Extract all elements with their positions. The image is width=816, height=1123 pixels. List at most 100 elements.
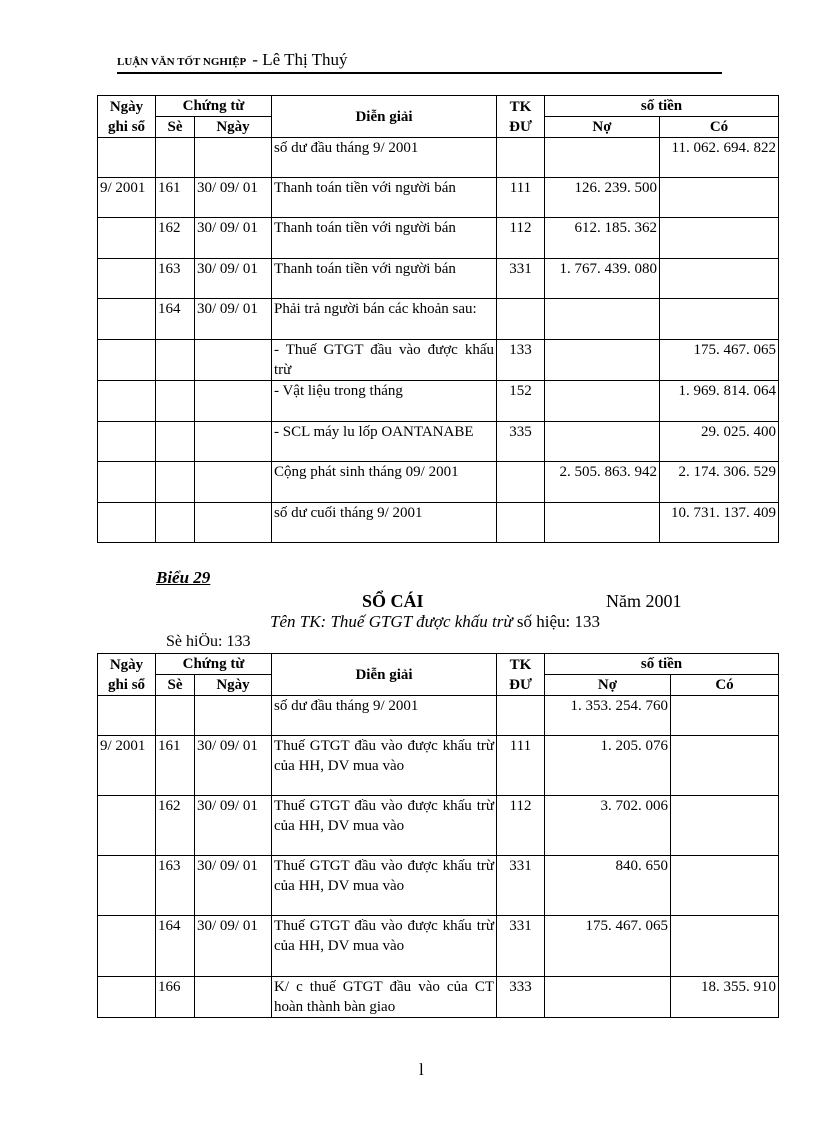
cell-ngay-ghi-so (97, 298, 156, 340)
cell-no (544, 380, 660, 422)
ledger-year: Năm 2001 (606, 591, 682, 611)
cell-no: 3. 702. 006 (544, 795, 671, 856)
cell-co (659, 298, 779, 340)
cell-dien-giai: Thuế GTGT đầu vào được khấu trừ của HH, … (271, 915, 497, 977)
cell-dien-giai: số dư cuối tháng 9/ 2001 (271, 502, 497, 543)
table-row: 9/ 2001 161 30/ 09/ 01 Thanh toán tiền với … (97, 177, 779, 218)
cell-tk: 331 (496, 258, 545, 299)
cell-ngay: 30/ 09/ 01 (194, 795, 272, 856)
cell-ngay: 30/ 09/ 01 (194, 217, 272, 259)
cell-ngay-ghi-so (97, 258, 156, 299)
cell-ngay-ghi-so (97, 695, 156, 736)
col-no: Nợ (544, 116, 660, 138)
cell-dien-giai: Thuế GTGT đầu vào được khấu trừ của HH, … (271, 795, 497, 856)
cell-dien-giai: số dư đầu tháng 9/ 2001 (271, 137, 497, 178)
cell-no: 2. 505. 863. 942 (544, 461, 660, 503)
cell-co: 1. 969. 814. 064 (659, 380, 779, 422)
cell-ngay-ghi-so (97, 137, 156, 178)
table-row: số dư đầu tháng 9/ 2001 11. 062. 694. 822 (97, 137, 779, 178)
cell-so: 161 (155, 177, 195, 218)
col-dien-giai: Diễn giải (271, 95, 497, 138)
cell-no: 175. 467. 065 (544, 915, 671, 977)
cell-ngay: 30/ 09/ 01 (194, 298, 272, 340)
cell-tk: 112 (496, 795, 545, 856)
cell-ngay-ghi-so (97, 380, 156, 422)
table-row: số dư đầu tháng 9/ 2001 1. 353. 254. 760 (97, 695, 779, 736)
col-ngay-ghi-so: Ngày ghi sổ (97, 653, 156, 696)
cell-ngay: 30/ 09/ 01 (194, 258, 272, 299)
cell-ngay-ghi-so (97, 339, 156, 381)
cell-ngay-ghi-so (97, 855, 156, 916)
cell-ngay-ghi-so (97, 502, 156, 543)
cell-dien-giai: Cộng phát sinh tháng 09/ 2001 (271, 461, 497, 503)
cell-ngay (194, 380, 272, 422)
col-ngay-ghi-so: Ngày ghi sổ (97, 95, 156, 138)
cell-so: 166 (155, 976, 195, 1018)
account-number: số hiệu: 133 (516, 612, 601, 631)
header-label: LUẬN VĂN TỐT NGHIỆP (117, 56, 247, 68)
cell-no (544, 502, 660, 543)
cell-ngay-ghi-so (97, 461, 156, 503)
cell-no: 1. 205. 076 (544, 735, 671, 796)
col-so: Sè (155, 674, 195, 696)
cell-tk: 112 (496, 217, 545, 259)
col-no: Nợ (544, 674, 671, 696)
cell-ngay: 30/ 09/ 01 (194, 855, 272, 916)
table-row: số dư cuối tháng 9/ 2001 10. 731. 137. 40… (97, 502, 779, 543)
cell-tk: 133 (496, 339, 545, 381)
cell-tk (496, 461, 545, 503)
col-dien-giai: Diễn giải (271, 653, 497, 696)
col-so-tien: số tiền (544, 653, 779, 675)
account-name: Tên TK: Thuế GTGT được khấu trừ (270, 612, 513, 631)
cell-ngay: 30/ 09/ 01 (194, 915, 272, 977)
cell-co (670, 735, 779, 796)
cell-dien-giai: - Thuế GTGT đầu vào được khấu trừ (271, 339, 497, 381)
cell-co: 18. 355. 910 (670, 976, 779, 1018)
col-tk: TK ĐƯ (496, 653, 545, 696)
cell-so: 163 (155, 855, 195, 916)
table-row: 163 30/ 09/ 01 Thanh toán tiền với người b… (97, 258, 779, 299)
cell-ngay: 30/ 09/ 01 (194, 735, 272, 796)
cell-dien-giai: Thanh toán tiền với người bán (271, 177, 497, 218)
cell-so: 164 (155, 915, 195, 977)
cell-co (670, 915, 779, 977)
cell-so (155, 339, 195, 381)
cell-so (155, 461, 195, 503)
cell-no (544, 339, 660, 381)
cell-ngay-ghi-so (97, 217, 156, 259)
col-ngay: Ngày (194, 116, 272, 138)
cell-no (544, 137, 660, 178)
cell-tk: 111 (496, 735, 545, 796)
account-line: Tên TK: Thuế GTGT được khấu trừ số hiệu:… (270, 612, 600, 632)
table-row: 163 30/ 09/ 01 Thuế GTGT đầu vào được khấu… (97, 855, 779, 916)
page-header: LUẬN VĂN TỐT NGHIỆP - Lê Thị Thuý (117, 50, 722, 74)
cell-tk: 331 (496, 915, 545, 977)
cell-no: 1. 767. 439. 080 (544, 258, 660, 299)
cell-co (670, 855, 779, 916)
cell-co: 10. 731. 137. 409 (659, 502, 779, 543)
col-co: Có (670, 674, 779, 696)
col-so-tien: số tiền (544, 95, 779, 117)
cell-tk (496, 137, 545, 178)
cell-ngay-ghi-so (97, 421, 156, 462)
cell-dien-giai: K/ c thuế GTGT đầu vào của CT hoàn thành… (271, 976, 497, 1018)
col-chung-tu: Chứng từ (155, 95, 272, 117)
cell-ngay (194, 421, 272, 462)
table-row: - Vật liệu trong tháng 152 1. 969. 814. 06… (97, 380, 779, 422)
cell-tk: 333 (496, 976, 545, 1018)
cell-tk (496, 502, 545, 543)
cell-no (544, 298, 660, 340)
table-row: 166 K/ c thuế GTGT đầu vào của CT hoàn th… (97, 976, 779, 1018)
ledger-table-2: Ngày ghi sổ Chứng từ Diễn giải TK ĐƯ số tiền… (97, 653, 779, 1018)
cell-so: 163 (155, 258, 195, 299)
cell-co (659, 217, 779, 259)
cell-so (155, 421, 195, 462)
cell-no: 840. 650 (544, 855, 671, 916)
cell-dien-giai: - Vật liệu trong tháng (271, 380, 497, 422)
table-row: Cộng phát sinh tháng 09/ 2001 2. 505. 863… (97, 461, 779, 503)
cell-ngay (194, 461, 272, 503)
cell-no (544, 421, 660, 462)
cell-dien-giai: - SCL máy lu lốp OANTANABE (271, 421, 497, 462)
cell-no: 1. 353. 254. 760 (544, 695, 671, 736)
